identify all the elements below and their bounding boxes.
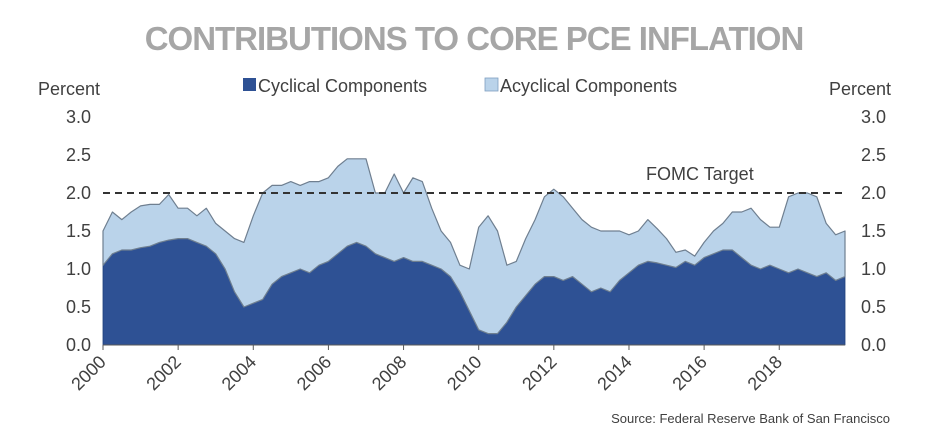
y-tick-label-left: 1.5 — [66, 221, 91, 241]
x-tick-label: 2016 — [668, 352, 710, 394]
y-tick-label-right: 2.5 — [861, 145, 886, 165]
chart-title: CONTRIBUTIONS TO CORE PCE INFLATION — [144, 20, 805, 57]
legend-swatch-acyclical — [484, 77, 499, 92]
x-tick-label: 2012 — [518, 352, 560, 394]
y-tick-label-right: 1.5 — [861, 221, 886, 241]
y-axis-label-left: Percent — [38, 79, 100, 99]
legend-label-cyclical: Cyclical Components — [258, 76, 427, 96]
x-tick-label: 2004 — [218, 352, 260, 394]
legend-swatch-cyclical — [243, 78, 256, 91]
y-tick-label-left: 1.0 — [66, 259, 91, 279]
x-tick-label: 2014 — [593, 352, 635, 394]
x-tick-label: 2010 — [443, 352, 485, 394]
area-layer — [102, 158, 846, 346]
y-tick-label-left: 0.0 — [66, 335, 91, 355]
y-tick-label-left: 2.5 — [66, 145, 91, 165]
x-tick-label: 2006 — [293, 352, 335, 394]
legend-label-acyclical: Acyclical Components — [500, 76, 677, 96]
source-note: Source: Federal Reserve Bank of San Fran… — [611, 411, 890, 426]
reference-line-label: FOMC Target — [646, 164, 754, 184]
y-tick-label-right: 3.0 — [861, 107, 886, 127]
x-tick-label: 2000 — [67, 352, 109, 394]
legend: Cyclical Components Acyclical Components — [243, 76, 677, 96]
y-tick-label-left: 2.0 — [66, 183, 91, 203]
y-tick-label-right: 0.0 — [861, 335, 886, 355]
y-tick-label-left: 3.0 — [66, 107, 91, 127]
y-tick-label-left: 0.5 — [66, 297, 91, 317]
x-tick-label: 2018 — [744, 352, 786, 394]
x-tick-label: 2002 — [143, 352, 185, 394]
y-axis-label-right: Percent — [829, 79, 891, 99]
y-tick-label-right: 0.5 — [861, 297, 886, 317]
y-tick-label-right: 2.0 — [861, 183, 886, 203]
x-tick-label: 2008 — [368, 352, 410, 394]
series-area-acyclical — [102, 158, 846, 335]
y-tick-label-right: 1.0 — [861, 259, 886, 279]
